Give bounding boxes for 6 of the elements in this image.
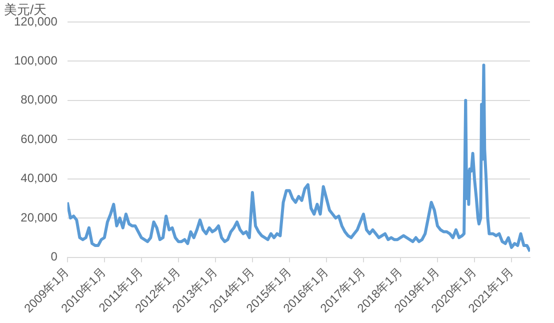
y-tick-label: 100,000 [14, 54, 58, 68]
y-tick-label: 80,000 [20, 92, 58, 107]
y-tick-label: 60,000 [20, 132, 58, 146]
y-tick-label: 0 [50, 250, 58, 264]
y-tick-label: 20,000 [20, 210, 58, 224]
y-tick-label: 40,000 [20, 171, 58, 186]
